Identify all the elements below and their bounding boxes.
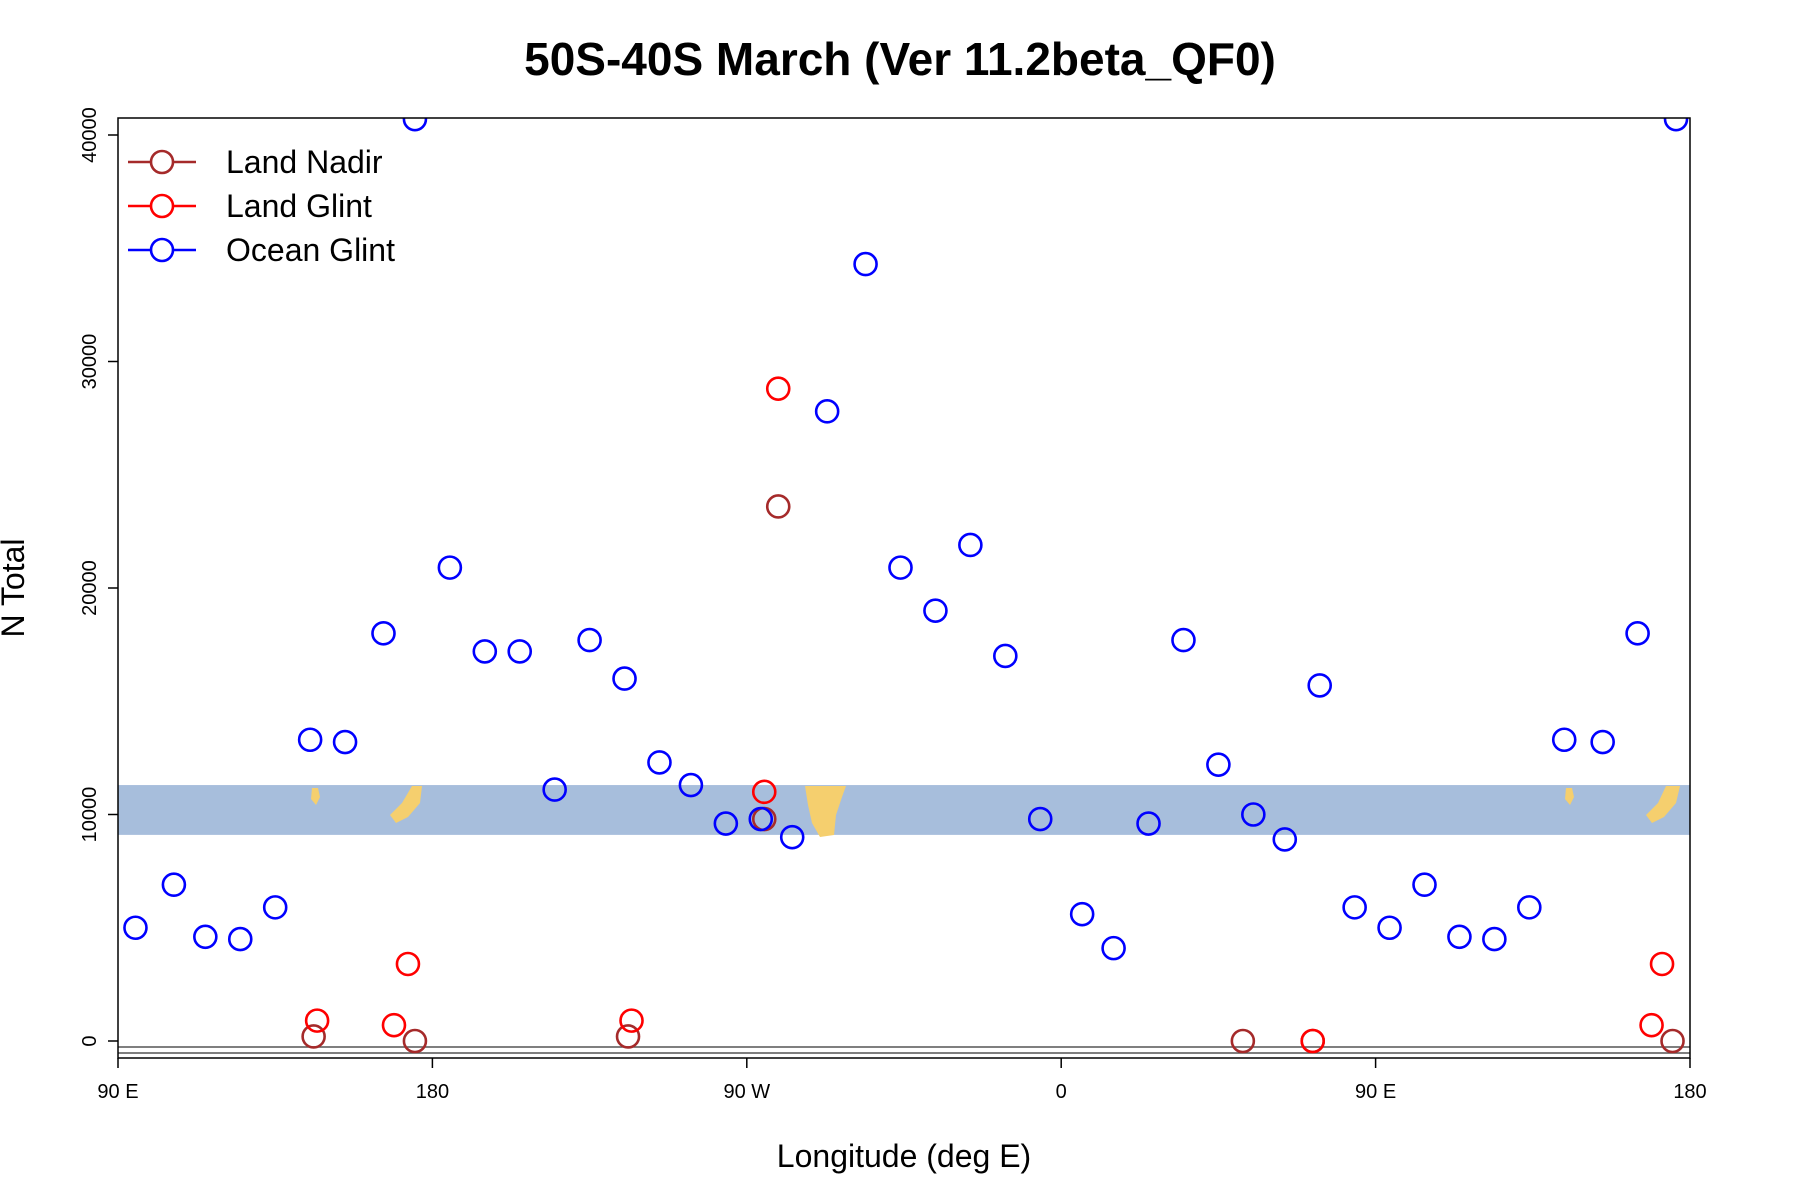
land-mass [311,788,320,806]
data-point [437,555,463,580]
land-mass [390,786,422,824]
x-tick-label: 0 [1056,1081,1067,1103]
data-point [1230,1028,1256,1054]
data-point [647,750,672,775]
data-point [1342,895,1367,920]
y-axis-label: N Total [0,538,31,637]
data-point [332,729,358,755]
x-tick-label: 90 W [723,1081,770,1103]
data-point [402,118,428,132]
legend-item: Land Nadir [128,144,383,180]
data-point [814,399,840,424]
data-point [227,926,253,952]
legend-label: Land Glint [226,188,372,224]
legend-label: Land Nadir [226,144,383,180]
data-point [1482,926,1507,952]
data-point [958,532,983,558]
y-axis: 0 10000 20000 30000 40000 [79,107,118,1047]
data-point [923,598,948,623]
x-tick-label: 90 E [97,1081,138,1103]
data-point [472,639,498,664]
data-point [748,806,774,832]
data-point [542,777,567,802]
data-points [123,118,1689,1054]
data-point [1136,811,1161,836]
data-point [304,1008,330,1033]
data-point [1377,915,1402,941]
data-point [853,251,878,277]
data-point [1101,935,1126,961]
land-mass [1646,786,1680,824]
plot-area [117,117,1691,1059]
data-point [1551,727,1577,753]
data-point [1206,752,1231,777]
data-point [612,666,637,691]
data-point [765,376,791,401]
data-point [779,824,805,850]
series-land-nadir [301,494,1685,1054]
data-point [619,1008,644,1033]
data-point [1639,1012,1664,1038]
y-tick-label: 20000 [79,560,101,616]
y-tick-label: 40000 [79,107,101,163]
data-point [751,779,777,805]
chart-title: 50S-40S March (Ver 11.2beta_QF0) [524,33,1276,85]
y-tick-label: 10000 [79,787,101,843]
ocean-band [118,785,1690,835]
data-point [1300,1028,1326,1054]
data-point [193,924,218,950]
series-land-glint [304,376,1675,1054]
x-tick-label: 90 E [1355,1081,1396,1103]
legend-item: Ocean Glint [128,232,395,268]
data-point [1663,118,1689,132]
data-point [1649,951,1675,977]
legend-label: Ocean Glint [226,232,395,268]
data-point [888,555,913,580]
legend-marker [149,193,175,219]
legend: Land Nadir Land Glint Ocean Glint [128,144,395,268]
x-axis-label: Longitude (deg E) [777,1138,1031,1174]
data-point [1412,872,1437,898]
data-point [1069,901,1095,927]
x-tick-label: 180 [416,1081,449,1103]
land-mass [1565,788,1574,806]
legend-marker [149,237,175,263]
data-point [1171,627,1196,653]
y-tick-label: 0 [79,1035,101,1046]
data-point [161,872,187,898]
data-point [507,639,533,664]
data-point [993,643,1018,669]
legend-item: Land Glint [128,188,372,224]
data-point [1307,673,1333,698]
data-point [402,1028,428,1054]
land-mass [805,786,846,838]
data-point [262,895,288,920]
data-point [713,811,739,836]
data-point [1517,895,1542,920]
data-point [1027,806,1053,832]
x-tick-label: 180 [1673,1081,1706,1103]
data-point [1625,620,1650,646]
data-point [297,727,323,753]
data-point [1447,924,1472,950]
data-point [615,1024,641,1049]
data-point [1590,729,1615,755]
legend-marker [149,149,175,175]
data-point [765,494,791,519]
data-point [301,1024,326,1049]
map-band [118,785,1690,838]
data-point [381,1012,407,1038]
data-point [123,915,148,941]
x-axis: 90 E 180 90 W 0 90 E 180 [97,1058,1707,1103]
data-point [1272,827,1298,852]
data-point [1241,802,1266,827]
data-point [678,772,704,798]
data-point [371,620,396,646]
data-point [1660,1028,1685,1054]
series-ocean-glint [123,118,1689,961]
data-point [395,951,421,977]
data-point [577,627,602,653]
y-tick-label: 30000 [79,334,101,390]
